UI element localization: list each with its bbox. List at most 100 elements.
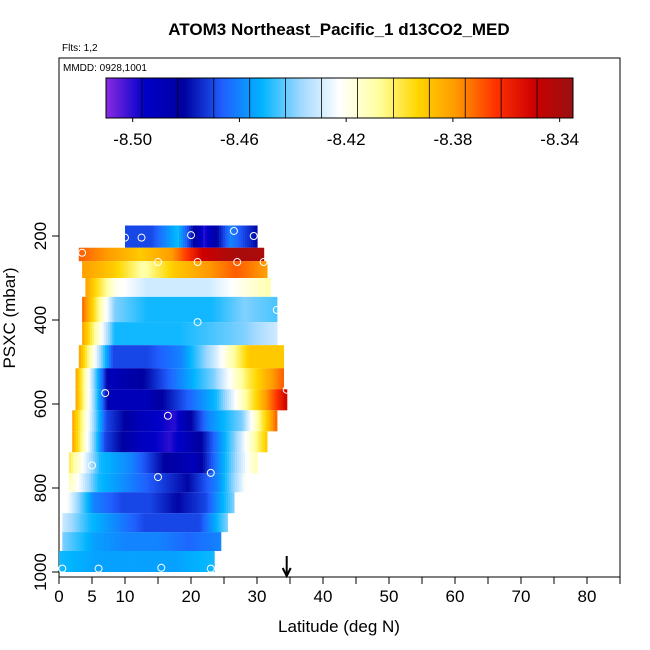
profile-cell [275,345,278,369]
profile-cell [108,431,111,453]
profile-cell [137,513,141,533]
profile-cell [202,452,206,474]
profile-cell [102,473,106,493]
profile-cell [129,368,133,390]
profile-cell [126,532,130,551]
profile-cell [142,551,146,572]
profile-cell [68,452,72,474]
profile-cell [176,532,180,551]
profile-cell [130,345,134,369]
profile-cell [173,278,177,297]
profile-cell [82,296,85,323]
profile-cell [110,551,114,572]
profile-cell [122,473,126,493]
profile-cell [230,278,233,297]
profile-cell [189,247,192,262]
profile-cell [142,322,145,346]
profile-cell [181,225,184,248]
profile-cell [272,389,276,411]
profile-cell [120,296,123,323]
x-tick-label: 70 [512,587,531,606]
profile-band [85,278,271,297]
profile-cell [198,261,202,278]
observation-point [206,468,215,477]
profile-cell [88,345,92,369]
profile-cell [191,225,194,248]
profile-cell [224,410,228,432]
profile-cell [177,345,180,369]
profile-cell [79,492,83,514]
profile-cell [153,513,157,533]
profile-cell [248,431,252,453]
profile-cell [232,278,235,297]
profile-cell [150,431,154,453]
profile-cell [140,551,144,572]
profile-cell [122,261,125,278]
profile-cell [112,345,116,369]
profile-cell [211,513,214,533]
profile-cell [194,296,198,323]
profile-cell [92,322,95,346]
profile-cell [156,322,159,346]
profile-cell [167,473,170,493]
profile-cell [252,452,256,474]
profile-cell [175,345,178,369]
profile-cell [152,410,156,432]
profile-cell [147,389,150,411]
profile-cell [214,322,218,346]
profile-cell [127,278,131,297]
profile-cell [182,452,186,474]
profile-cell [193,345,196,369]
profile-cell [84,247,88,262]
profile-cell [268,278,271,297]
profile-cell [157,389,160,411]
profile-cell [70,513,73,533]
profile-cell [96,296,99,323]
profile-cell [98,452,102,474]
profile-cell [250,296,254,323]
profile-cell [143,368,147,390]
profile-cell [134,345,138,369]
profile-cell [254,278,257,297]
profile-cell [169,473,172,493]
profile-cell [209,278,213,297]
profile-cell [171,389,174,411]
profile-cell [78,473,82,493]
profile-cell [110,532,114,551]
profile-cell [138,532,142,551]
profile-cell [69,492,73,514]
profile-cell [184,551,187,572]
profile-cell [258,261,262,278]
profile-cell [124,431,127,453]
profile-cell [205,492,209,514]
profile-cell [245,247,249,262]
profile-cell [206,551,209,572]
profile-cell [186,532,190,551]
profile-cell [141,389,144,411]
profile-cell [193,278,197,297]
profile-cell [78,410,81,432]
profile-cell [132,410,135,432]
profile-cell [92,532,95,551]
profile-cell [215,247,218,262]
profile-cell [84,410,87,432]
profile-cell [133,513,137,533]
profile-cell [221,278,225,297]
profile-cell [104,532,108,551]
profile-cell [78,532,81,551]
profile-cell [133,247,136,262]
profile-cell [187,368,191,390]
profile-cell [94,261,97,278]
profile-cell [221,345,224,369]
profile-cell [140,322,143,346]
profile-cell [160,296,163,323]
profile-cell [99,389,103,411]
profile-cell [163,513,167,533]
profile-cell [92,261,95,278]
profile-cell [234,261,238,278]
profile-cell [262,296,266,323]
profile-cell [144,410,148,432]
profile-cell [223,345,226,369]
profile-cell [144,431,148,453]
profile-cell [140,473,144,493]
